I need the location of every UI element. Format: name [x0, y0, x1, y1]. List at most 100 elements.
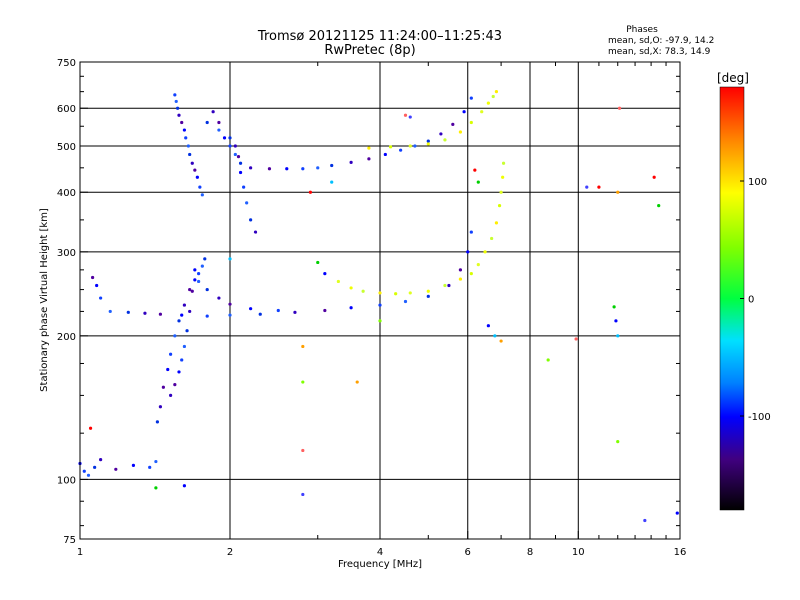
stats-heading: Phases [626, 25, 658, 35]
data-point [285, 167, 289, 171]
data-point [193, 268, 197, 272]
data-point [217, 128, 221, 132]
data-point [108, 309, 112, 314]
data-point [249, 166, 253, 170]
data-point [173, 383, 177, 387]
colorbar-tick-label: 100 [748, 177, 767, 188]
data-point [546, 358, 550, 362]
data-point [193, 168, 197, 172]
data-point [403, 113, 408, 117]
data-point [169, 393, 173, 398]
data-point [238, 170, 243, 175]
x-axis-ticks: 1 2 4 6 8 10 16 [77, 62, 687, 558]
y-tick-label: 500 [57, 142, 76, 153]
data-point [439, 132, 443, 136]
data-point [585, 185, 589, 189]
data-point [86, 473, 91, 477]
data-point [99, 458, 103, 462]
data-point [413, 144, 417, 148]
data-point [469, 120, 473, 125]
data-point [228, 257, 232, 261]
data-point [82, 469, 86, 473]
data-point [378, 291, 382, 295]
data-point [182, 344, 186, 349]
data-point [166, 367, 170, 372]
data-point [643, 518, 647, 523]
data-point [253, 230, 258, 234]
data-point [198, 185, 202, 189]
data-point [114, 467, 118, 471]
data-point [493, 334, 497, 338]
data-point [388, 145, 393, 149]
data-point [426, 139, 430, 143]
data-point [293, 310, 297, 314]
data-point [200, 264, 204, 268]
data-point [154, 486, 158, 490]
y-tick-label: 300 [57, 248, 76, 259]
data-point [394, 292, 398, 296]
data-point [301, 167, 305, 171]
data-point [486, 324, 490, 328]
data-point [316, 166, 320, 170]
x-tick-label: 16 [674, 547, 687, 558]
data-point [193, 278, 197, 282]
data-point [182, 484, 186, 488]
data-point [233, 152, 237, 157]
colorbar-ticks: 100 0 -100 [740, 177, 771, 423]
data-point [462, 110, 466, 114]
data-point [245, 201, 249, 205]
data-point [617, 106, 622, 110]
colorbar: [deg] 100 0 -100 [717, 71, 771, 511]
data-point [501, 161, 506, 165]
data-point [355, 380, 359, 384]
data-point [93, 465, 97, 469]
data-point [95, 283, 99, 288]
data-point [367, 157, 371, 161]
data-point [180, 358, 184, 362]
data-point [301, 380, 305, 384]
data-point [486, 101, 490, 105]
data-point [336, 279, 340, 284]
data-point [323, 272, 327, 276]
data-point [126, 310, 130, 314]
data-point [236, 155, 241, 159]
data-point [301, 492, 305, 497]
data-point [378, 319, 382, 323]
data-point [131, 463, 136, 467]
data-point [349, 160, 353, 164]
data-point [182, 303, 186, 307]
data-point [188, 287, 192, 292]
data-point [301, 448, 305, 453]
data-point [399, 148, 403, 152]
chart-subtitle: RwPretec (8p) [324, 43, 415, 58]
x-tick-label: 1 [77, 547, 83, 558]
y-tick-label: 100 [57, 475, 76, 486]
x-tick-label: 8 [527, 547, 533, 558]
data-point [190, 161, 194, 165]
data-point [330, 163, 334, 168]
y-axis-ticks: 75 100 200 300 400 500 600 750 [57, 58, 680, 546]
data-point [222, 136, 227, 140]
data-point [616, 190, 620, 194]
data-point [657, 203, 661, 208]
data-point [276, 308, 280, 313]
data-point [217, 120, 221, 125]
data-point [494, 90, 499, 94]
data-point [154, 459, 158, 464]
data-point [499, 190, 503, 194]
data-point [188, 309, 192, 314]
colorbar-tick-label: -100 [748, 412, 771, 423]
stats-line-x: mean, sd,X: 78.3, 14.9 [608, 47, 711, 57]
y-tick-label: 600 [57, 104, 76, 115]
y-tick-label: 75 [63, 535, 76, 546]
data-point [458, 277, 463, 281]
data-point [476, 263, 480, 267]
data-point [675, 511, 679, 515]
data-point [177, 319, 181, 323]
data-point [408, 291, 412, 295]
y-tick-label: 400 [57, 188, 76, 199]
data-point [612, 305, 616, 309]
data-point [267, 167, 272, 171]
data-point [228, 144, 232, 148]
